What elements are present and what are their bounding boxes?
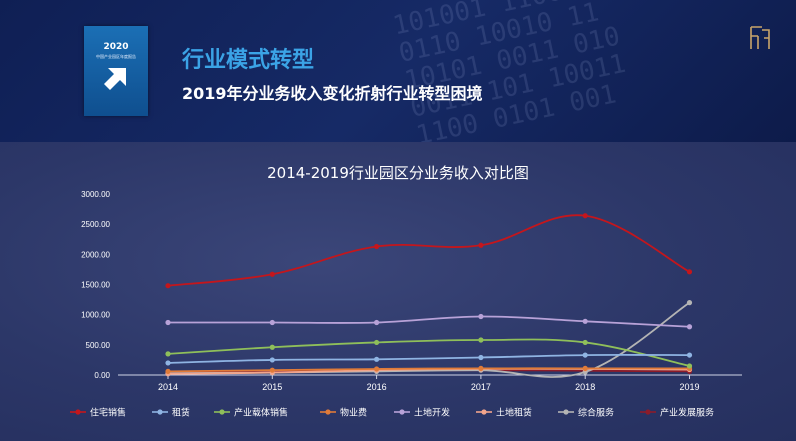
data-point <box>374 366 380 372</box>
legend-swatch-dot <box>325 409 331 415</box>
legend-swatch-dot <box>563 409 569 415</box>
data-point <box>165 360 171 366</box>
legend-swatch-dot <box>75 409 81 415</box>
legend-label: 土地租赁 <box>496 407 532 418</box>
y-tick-label: 3000.00 <box>81 190 110 199</box>
x-tick-label: 2018 <box>575 382 595 392</box>
data-point <box>165 351 171 357</box>
data-point <box>374 319 380 326</box>
legend-label: 产业发展服务 <box>660 407 714 418</box>
arrow-up-right-icon <box>104 68 126 90</box>
brand-logo-icon <box>750 26 770 49</box>
data-point <box>478 242 484 248</box>
legend-label: 物业费 <box>340 407 367 418</box>
chart-title: 2014-2019行业园区分业务收入对比图 <box>267 164 529 182</box>
series-line <box>167 338 690 367</box>
data-point <box>269 357 275 363</box>
data-point <box>374 356 380 362</box>
section-title: 行业模式转型 <box>182 48 315 73</box>
data-point <box>686 363 693 369</box>
data-point <box>269 344 275 350</box>
data-point <box>165 368 171 374</box>
legend-label: 租赁 <box>172 407 190 418</box>
series-line <box>167 367 690 373</box>
data-point <box>478 354 484 361</box>
binary-background-decoration: 101001 1100 0110 10010 11 10101 0011 010… <box>390 0 629 142</box>
legend-swatch-dot <box>157 409 163 415</box>
y-tick-label: 1500.00 <box>81 281 110 290</box>
y-tick-label: 500.00 <box>86 341 111 350</box>
data-point <box>582 339 588 346</box>
data-point <box>686 324 693 330</box>
x-tick-label: 2017 <box>471 382 491 392</box>
legend-label: 住宅销售 <box>90 407 126 418</box>
data-point <box>269 367 275 373</box>
cover-subtitle: 中国产业园区年度报告 <box>96 54 136 59</box>
x-tick-label: 2014 <box>158 382 178 392</box>
legend-label: 土地开发 <box>414 407 450 418</box>
cover-year: 2020 <box>103 42 129 52</box>
legend-label: 综合服务 <box>578 407 614 418</box>
series-line <box>168 315 690 328</box>
data-point <box>686 300 693 306</box>
data-point <box>686 352 693 358</box>
legend-swatch-dot <box>219 409 225 415</box>
series-line <box>167 353 690 364</box>
legend-swatch-dot <box>399 409 405 415</box>
data-point <box>269 271 275 277</box>
data-point <box>582 365 588 371</box>
x-tick-label: 2019 <box>679 382 699 392</box>
data-point <box>165 319 171 326</box>
data-point <box>269 319 275 326</box>
data-point <box>686 269 693 275</box>
slide-subtitle: 2019年分业务收入变化折射行业转型困境 <box>182 84 483 103</box>
y-tick-label: 2000.00 <box>81 250 110 259</box>
data-point <box>478 313 484 320</box>
data-point <box>582 213 588 219</box>
series-line <box>167 301 690 378</box>
x-tick-label: 2015 <box>262 382 282 392</box>
data-point <box>478 365 484 371</box>
data-point <box>582 352 588 358</box>
data-point <box>478 337 484 343</box>
y-tick-label: 1000.00 <box>81 311 110 320</box>
chart-panel: 2014-2019行业园区分业务收入对比图 0.00 500.00 1000.00 1… <box>0 142 796 441</box>
x-tick-label: 2016 <box>367 382 387 392</box>
series-line <box>167 214 690 287</box>
legend-swatch-dot <box>481 409 487 415</box>
data-point <box>582 318 588 324</box>
data-point <box>374 243 380 250</box>
report-header: 101001 1100 0110 10010 11 10101 0011 010… <box>0 0 796 142</box>
report-cover-thumbnail: 2020 中国产业园区年度报告 <box>84 26 148 116</box>
legend-label: 产业载体销售 <box>234 407 288 418</box>
data-point <box>374 339 380 346</box>
y-tick-label: 0.00 <box>94 371 110 380</box>
data-point <box>165 283 171 289</box>
line-chart: 0.00 500.00 1000.00 1500.00 2000.00 2500.00 30… <box>70 190 742 418</box>
y-tick-label: 2500.00 <box>81 220 110 229</box>
legend-swatch-dot <box>645 409 651 415</box>
